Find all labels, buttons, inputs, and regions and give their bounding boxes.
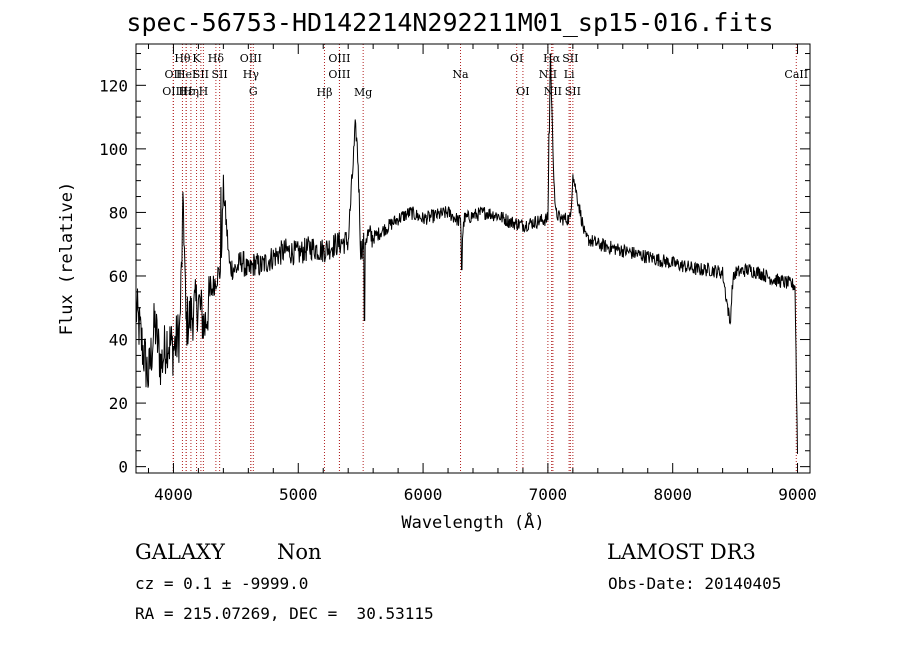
line-label: G xyxy=(249,85,258,98)
line-label: OI xyxy=(510,52,523,65)
y-tick-label: 100 xyxy=(99,140,128,159)
object-subclass: Non xyxy=(277,540,322,564)
line-label: Mg xyxy=(354,86,372,99)
line-label: Hθ xyxy=(174,52,191,65)
line-label: Hβ xyxy=(316,86,332,99)
line-label: OIII xyxy=(328,68,350,81)
survey-name: LAMOST DR3 xyxy=(607,540,756,564)
line-label: HeI xyxy=(176,68,196,81)
x-tick-label: 4000 xyxy=(154,485,193,504)
line-label: K xyxy=(192,52,201,65)
x-tick-label: 5000 xyxy=(279,485,318,504)
x-tick-label: 7000 xyxy=(529,485,568,504)
y-axis-label: Flux (relative) xyxy=(57,182,77,336)
plot-frame xyxy=(135,43,811,474)
line-label: OII xyxy=(164,68,182,81)
line-label: SII xyxy=(212,68,228,81)
line-label: OIII xyxy=(162,85,184,98)
line-label: SII xyxy=(565,85,581,98)
x-axis-label: Wavelength (Å) xyxy=(401,511,544,533)
y-tick-label: 40 xyxy=(109,331,128,350)
y-tick-label: 20 xyxy=(109,394,128,413)
line-label: SII xyxy=(193,68,209,81)
line-label: SII xyxy=(562,52,578,65)
line-label: Hγ xyxy=(243,68,260,81)
chart-title: spec-56753-HD142214N292211M01_sp15-016.f… xyxy=(126,8,774,37)
coordinates: RA = 215.07269, DEC = 30.53115 xyxy=(135,604,434,623)
line-label: Hα xyxy=(543,52,561,65)
line-label: Hδ xyxy=(208,52,225,65)
obs-date: Obs-Date: 20140405 xyxy=(608,574,782,593)
line-label: Hη xyxy=(183,85,199,98)
line-label: NII xyxy=(544,85,562,98)
line-label: NII xyxy=(539,68,557,81)
x-tick-label: 9000 xyxy=(778,485,817,504)
line-label: Hε xyxy=(179,85,195,98)
flux-line xyxy=(135,53,798,454)
y-tick-label: 60 xyxy=(109,267,128,286)
object-class: GALAXY xyxy=(135,540,225,564)
line-label: OI xyxy=(516,85,529,98)
line-label: OIII xyxy=(328,52,350,65)
line-label: CaII xyxy=(784,68,808,81)
line-label: Li xyxy=(564,68,575,81)
line-label: Na xyxy=(452,68,469,81)
x-tick-label: 6000 xyxy=(404,485,443,504)
redshift-info: cz = 0.1 ± -9999.0 xyxy=(135,574,309,593)
line-label: OIII xyxy=(240,52,262,65)
y-tick-label: 0 xyxy=(118,458,128,477)
y-tick-label: 80 xyxy=(109,203,128,222)
x-tick-label: 8000 xyxy=(653,485,692,504)
line-label: H xyxy=(199,85,209,98)
y-tick-label: 120 xyxy=(99,76,128,95)
